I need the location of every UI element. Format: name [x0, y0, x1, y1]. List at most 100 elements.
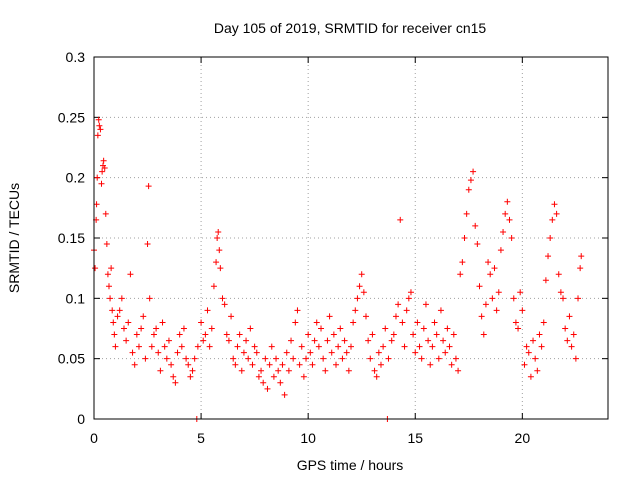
data-point	[315, 343, 322, 350]
data-point	[385, 355, 392, 362]
data-point	[313, 319, 320, 326]
y-tick-label: 0.15	[58, 230, 85, 246]
data-point	[373, 373, 380, 380]
data-point	[98, 180, 105, 187]
data-point	[410, 331, 417, 338]
data-point	[495, 289, 502, 296]
data-point	[264, 385, 271, 392]
data-point	[120, 325, 127, 332]
data-point	[491, 265, 498, 272]
data-point	[97, 126, 104, 133]
data-point	[392, 313, 399, 320]
data-point	[214, 235, 221, 241]
data-point	[333, 361, 340, 368]
data-point	[194, 343, 201, 350]
data-point	[367, 355, 374, 362]
data-point	[292, 319, 299, 326]
y-tick-label: 0.3	[66, 49, 86, 65]
data-point	[144, 241, 151, 248]
data-point	[279, 361, 286, 368]
y-tick-label: 0.25	[58, 109, 85, 125]
data-point	[104, 271, 111, 278]
data-point	[360, 289, 367, 296]
data-point	[562, 325, 569, 332]
data-point	[433, 331, 440, 338]
data-point	[470, 168, 477, 175]
data-point	[502, 210, 509, 217]
data-point	[243, 337, 250, 344]
data-point	[354, 295, 361, 302]
data-point	[100, 157, 107, 164]
data-point	[542, 277, 549, 284]
data-point	[525, 349, 532, 356]
data-point	[219, 295, 226, 302]
data-point	[510, 295, 517, 302]
data-point	[330, 331, 337, 338]
data-point	[465, 186, 472, 193]
data-point	[446, 343, 453, 350]
data-point	[566, 313, 573, 320]
data-point	[534, 367, 541, 374]
data-point	[318, 325, 325, 332]
data-point	[326, 313, 333, 320]
data-point	[395, 301, 402, 308]
data-point	[118, 295, 125, 302]
data-point	[457, 271, 464, 278]
data-point	[362, 313, 369, 320]
data-point	[527, 373, 534, 380]
data-point	[335, 343, 342, 350]
data-point	[521, 361, 528, 368]
data-point	[140, 313, 147, 320]
data-point	[288, 337, 295, 344]
data-point	[311, 337, 318, 344]
data-point	[247, 325, 254, 332]
data-point	[341, 337, 348, 344]
data-point	[352, 307, 359, 314]
data-point	[343, 349, 350, 356]
y-tick-label: 0.2	[66, 170, 86, 186]
data-point	[399, 319, 406, 326]
data-point	[420, 325, 427, 332]
data-point	[103, 241, 110, 248]
data-point	[403, 307, 410, 314]
data-point	[228, 313, 235, 320]
data-point	[102, 210, 109, 217]
data-point	[165, 337, 172, 344]
data-point	[294, 307, 301, 314]
data-point	[572, 355, 579, 362]
data-point	[96, 122, 103, 129]
data-point	[500, 228, 507, 235]
data-point	[425, 337, 432, 344]
data-point	[94, 174, 101, 181]
data-point	[480, 331, 487, 338]
data-point	[452, 355, 459, 362]
data-point	[512, 319, 519, 326]
data-point	[285, 367, 292, 374]
data-point	[183, 355, 190, 362]
data-point	[523, 343, 530, 350]
data-point	[260, 379, 267, 386]
data-point	[138, 325, 145, 332]
data-point	[275, 367, 282, 374]
data-point	[234, 343, 241, 350]
data-point	[390, 331, 397, 338]
data-point	[508, 235, 515, 241]
data-point	[345, 367, 352, 374]
data-point	[168, 361, 175, 368]
data-point	[545, 253, 552, 260]
data-point	[440, 337, 447, 344]
data-point	[570, 331, 577, 338]
x-tick-label: 20	[515, 430, 531, 446]
data-point	[303, 355, 310, 362]
data-point	[300, 373, 307, 380]
data-point	[538, 343, 545, 350]
data-point	[253, 349, 260, 356]
data-point	[414, 319, 421, 326]
x-tick-label: 15	[407, 430, 423, 446]
y-tick-label: 0	[77, 411, 85, 427]
data-point	[189, 367, 196, 374]
data-point	[125, 319, 132, 326]
data-point	[416, 343, 423, 350]
data-point	[161, 343, 168, 350]
